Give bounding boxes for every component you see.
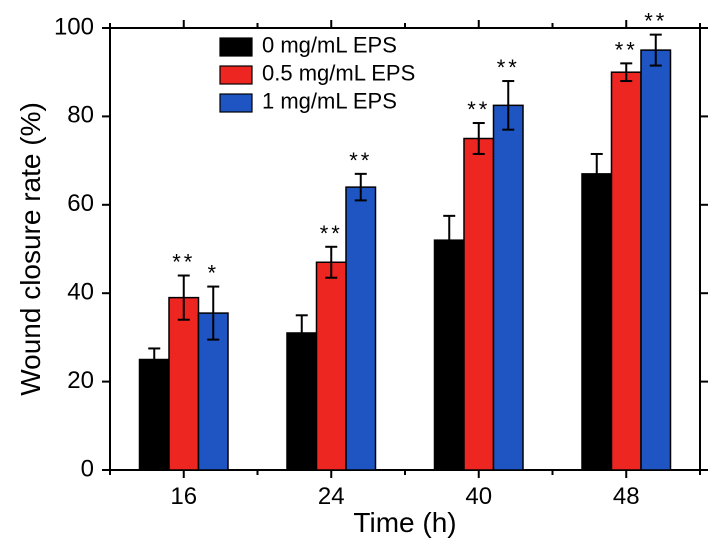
- legend-swatch: [220, 66, 252, 84]
- bar: [464, 139, 494, 471]
- legend-label: 1 mg/mL EPS: [262, 88, 397, 113]
- bar-chart: 02040608010016244048***************Time …: [0, 0, 728, 550]
- chart-container: 02040608010016244048***************Time …: [0, 0, 728, 550]
- legend-label: 0.5 mg/mL EPS: [262, 60, 415, 85]
- significance-marker: **: [349, 148, 372, 173]
- bar: [287, 333, 317, 470]
- significance-marker: **: [615, 37, 638, 62]
- x-tick-label: 16: [170, 483, 197, 510]
- bar: [582, 174, 612, 470]
- x-axis-label: Time (h): [353, 507, 456, 538]
- bar: [641, 50, 671, 470]
- y-tick-label: 20: [67, 367, 94, 394]
- bar: [435, 240, 465, 470]
- significance-marker: **: [172, 250, 195, 275]
- x-tick-label: 24: [318, 483, 345, 510]
- y-tick-label: 0: [81, 455, 94, 482]
- significance-marker: **: [320, 221, 343, 246]
- bar: [612, 72, 642, 470]
- legend-swatch: [220, 94, 252, 112]
- bar: [494, 105, 524, 470]
- y-tick-label: 60: [67, 190, 94, 217]
- legend-label: 0 mg/mL EPS: [262, 32, 397, 57]
- x-tick-label: 48: [613, 483, 640, 510]
- significance-marker: **: [644, 9, 667, 34]
- bar: [169, 298, 199, 470]
- bar: [317, 262, 347, 470]
- significance-marker: **: [467, 97, 490, 122]
- y-tick-label: 40: [67, 279, 94, 306]
- y-tick-label: 100: [54, 13, 94, 40]
- significance-marker: **: [497, 55, 520, 80]
- x-tick-label: 40: [465, 483, 492, 510]
- y-axis-label: Wound closure rate (%): [15, 102, 46, 396]
- legend-swatch: [220, 38, 252, 56]
- bar: [346, 187, 376, 470]
- y-tick-label: 80: [67, 102, 94, 129]
- bar: [140, 360, 170, 471]
- significance-marker: *: [207, 261, 219, 286]
